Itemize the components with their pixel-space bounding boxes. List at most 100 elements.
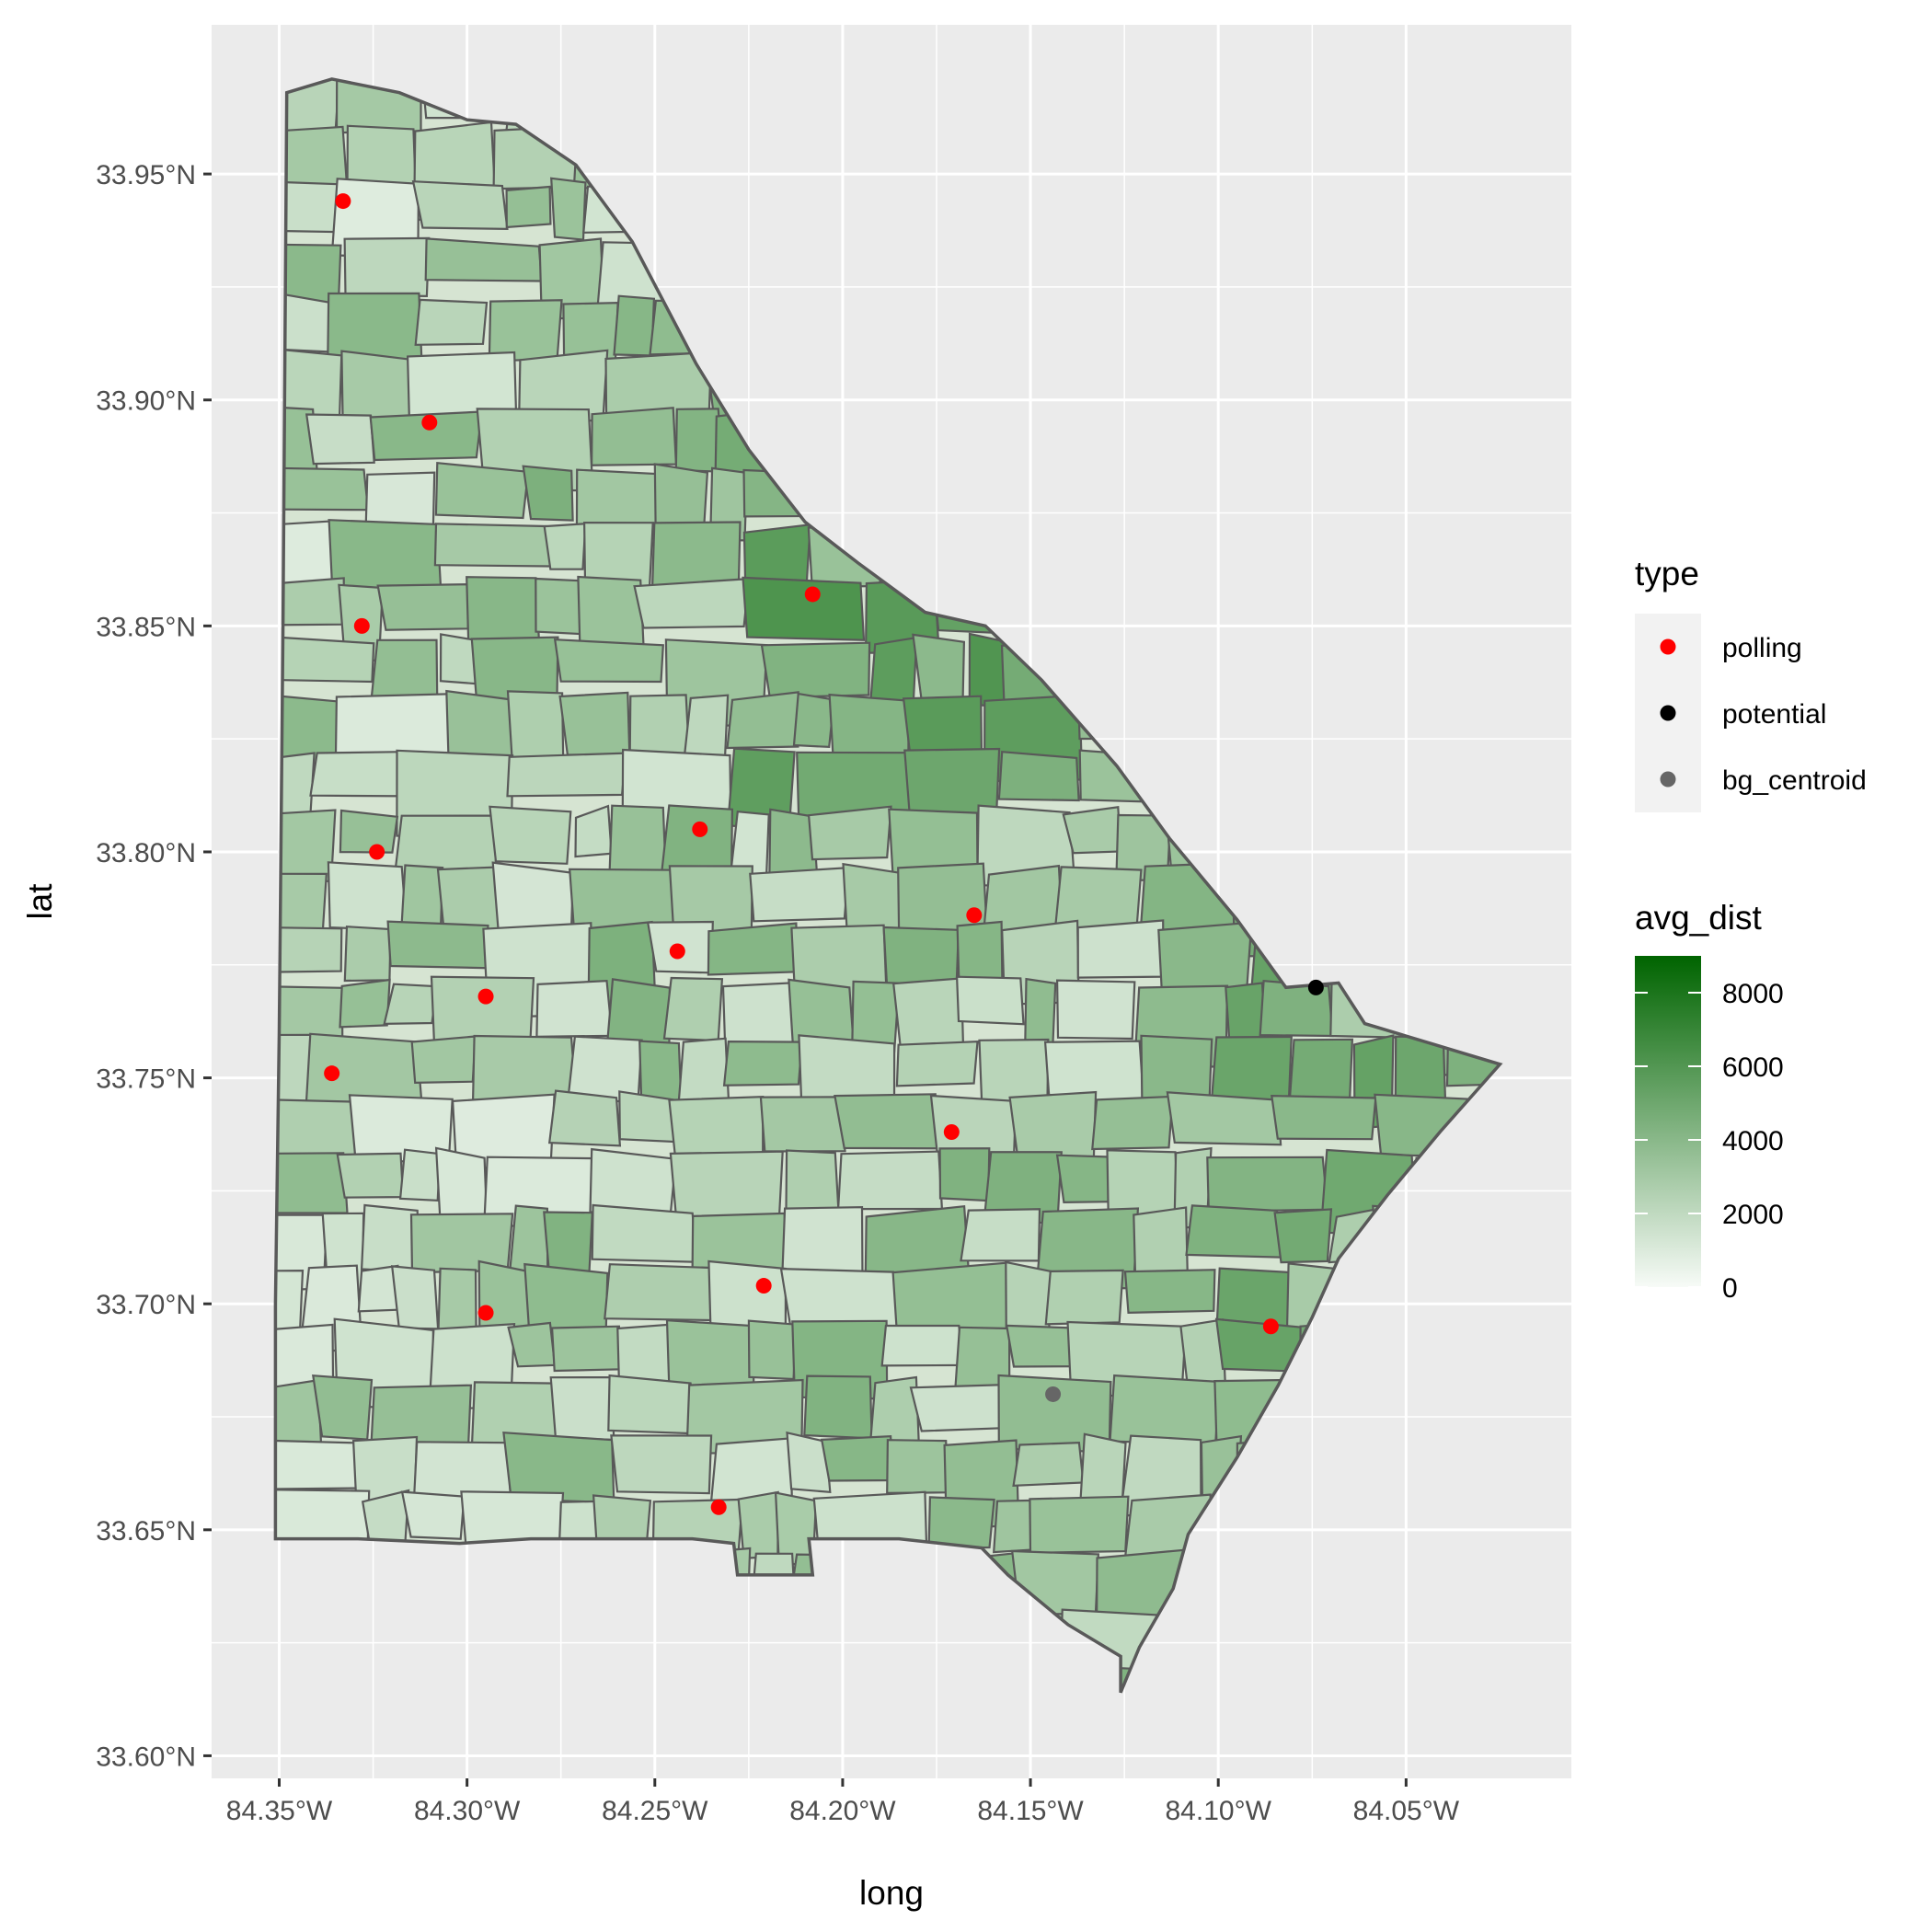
block-group-polygon bbox=[1271, 1094, 1377, 1141]
block-group-polygon bbox=[1091, 1095, 1174, 1151]
block-group-polygon bbox=[434, 461, 530, 520]
block-group-polygon bbox=[305, 413, 375, 466]
block-group-polygon bbox=[1008, 1090, 1098, 1162]
block-group-polygon bbox=[488, 299, 563, 362]
block-group-polygon bbox=[938, 1147, 991, 1202]
block-group-polygon bbox=[489, 805, 572, 865]
colorbar bbox=[1635, 956, 1701, 1287]
y-tick-label: 33.60°N bbox=[96, 1742, 196, 1772]
x-axis-title: long bbox=[859, 1874, 924, 1912]
legend-type-title: type bbox=[1635, 555, 1699, 592]
polling-point bbox=[353, 617, 370, 634]
block-group-polygon bbox=[707, 922, 799, 976]
block-group-polygon bbox=[927, 1496, 995, 1549]
block-group-polygon bbox=[553, 638, 664, 684]
block-group-polygon bbox=[759, 1096, 846, 1153]
block-group-polygon bbox=[275, 635, 375, 684]
block-group-polygon bbox=[567, 1035, 643, 1103]
block-group-polygon bbox=[1044, 1269, 1124, 1326]
polling-point bbox=[804, 586, 821, 603]
block-group-polygon bbox=[309, 751, 408, 798]
block-group-polygon bbox=[535, 980, 614, 1038]
polling-point bbox=[710, 1499, 727, 1515]
block-group-polygon bbox=[895, 1040, 979, 1087]
block-group-polygon bbox=[779, 1267, 900, 1328]
block-group-polygon bbox=[726, 691, 799, 750]
block-group-polygon bbox=[386, 920, 489, 970]
block-group-polygon bbox=[369, 410, 483, 462]
block-group-polygon bbox=[618, 1090, 676, 1144]
block-group-polygon bbox=[1079, 1432, 1127, 1507]
polling-point bbox=[324, 1065, 340, 1082]
y-tick-label: 33.85°N bbox=[96, 612, 196, 642]
block-group-polygon bbox=[590, 407, 678, 466]
colorbar-label: 8000 bbox=[1722, 979, 1784, 1009]
block-group-polygon bbox=[547, 1089, 622, 1147]
legend-key-polling bbox=[1660, 638, 1676, 655]
legend-key-bg_centroid bbox=[1660, 771, 1676, 788]
legend-key-potential bbox=[1660, 705, 1676, 721]
polling-point bbox=[755, 1278, 772, 1294]
block-group-polygon bbox=[339, 978, 391, 1029]
y-axis-title: lat bbox=[21, 883, 59, 920]
y-tick-label: 33.75°N bbox=[96, 1064, 196, 1095]
block-group-polygon bbox=[742, 576, 866, 641]
block-group-polygon bbox=[550, 1325, 623, 1373]
polling-point bbox=[369, 844, 385, 860]
block-group-polygon bbox=[589, 1147, 677, 1215]
block-group-polygon bbox=[414, 298, 489, 346]
legend-type: type polling potential bg_centroid bbox=[1635, 555, 1867, 812]
polling-point bbox=[1262, 1318, 1279, 1335]
block-group-polygon bbox=[1005, 1324, 1078, 1368]
block-group-polygon bbox=[607, 1374, 696, 1435]
legend-label-potential: potential bbox=[1722, 699, 1826, 730]
legend-label-polling: polling bbox=[1722, 633, 1802, 663]
block-group-polygon bbox=[604, 1263, 715, 1322]
block-group-polygon bbox=[912, 633, 966, 704]
block-group-polygon bbox=[722, 1040, 803, 1087]
block-group-polygon bbox=[1055, 979, 1136, 1041]
block-group-polygon bbox=[558, 691, 631, 756]
block-group-polygon bbox=[1062, 806, 1122, 855]
block-group-polygon bbox=[1012, 1441, 1085, 1487]
block-group-polygon bbox=[803, 1374, 873, 1440]
colorbar-label: 6000 bbox=[1722, 1052, 1784, 1083]
block-group-polygon bbox=[820, 1435, 894, 1482]
block-group-polygon bbox=[505, 185, 552, 229]
block-group-polygon bbox=[836, 1150, 944, 1211]
block-group-polygon bbox=[275, 1439, 362, 1490]
block-group-polygon bbox=[760, 641, 871, 699]
y-tick-label: 33.65°N bbox=[96, 1516, 196, 1547]
block-group-polygon bbox=[400, 1490, 466, 1540]
block-group-polygon bbox=[1273, 1208, 1333, 1264]
y-tick-label: 33.70°N bbox=[96, 1290, 196, 1320]
bg_centroid-point bbox=[1045, 1386, 1062, 1402]
points-layer bbox=[324, 193, 1324, 1515]
block-group-polygon bbox=[955, 975, 1025, 1026]
block-group-polygon bbox=[633, 577, 751, 629]
block-group-polygon bbox=[834, 1093, 942, 1150]
block-group-polygon bbox=[390, 1265, 440, 1330]
block-group-polygon bbox=[749, 867, 850, 923]
x-tick-label: 84.10°W bbox=[1166, 1796, 1272, 1826]
axes: 84.35°W 84.30°W 84.25°W 84.20°W 84.15°W 84.10… bbox=[96, 160, 1459, 1826]
x-tick-label: 84.30°W bbox=[414, 1796, 521, 1826]
block-group-polygon bbox=[383, 983, 439, 1026]
block-group-polygon bbox=[747, 1319, 798, 1381]
polling-point bbox=[692, 821, 708, 837]
potential-point bbox=[1307, 979, 1324, 995]
block-group-polygon bbox=[891, 977, 965, 1053]
block-group-polygon bbox=[275, 926, 343, 973]
block-group-polygon bbox=[411, 180, 509, 231]
colorbar-label: 2000 bbox=[1722, 1200, 1784, 1230]
block-group-polygon bbox=[477, 1259, 531, 1334]
legend-fill-title: avg_dist bbox=[1635, 899, 1763, 937]
block-group-polygon bbox=[543, 523, 587, 570]
block-group-polygon bbox=[506, 752, 627, 798]
polling-point bbox=[477, 988, 494, 1005]
block-group-polygon bbox=[1288, 1038, 1354, 1106]
block-group-polygon bbox=[522, 465, 574, 522]
polling-point bbox=[477, 1305, 494, 1321]
block-group-polygon bbox=[549, 1375, 615, 1442]
